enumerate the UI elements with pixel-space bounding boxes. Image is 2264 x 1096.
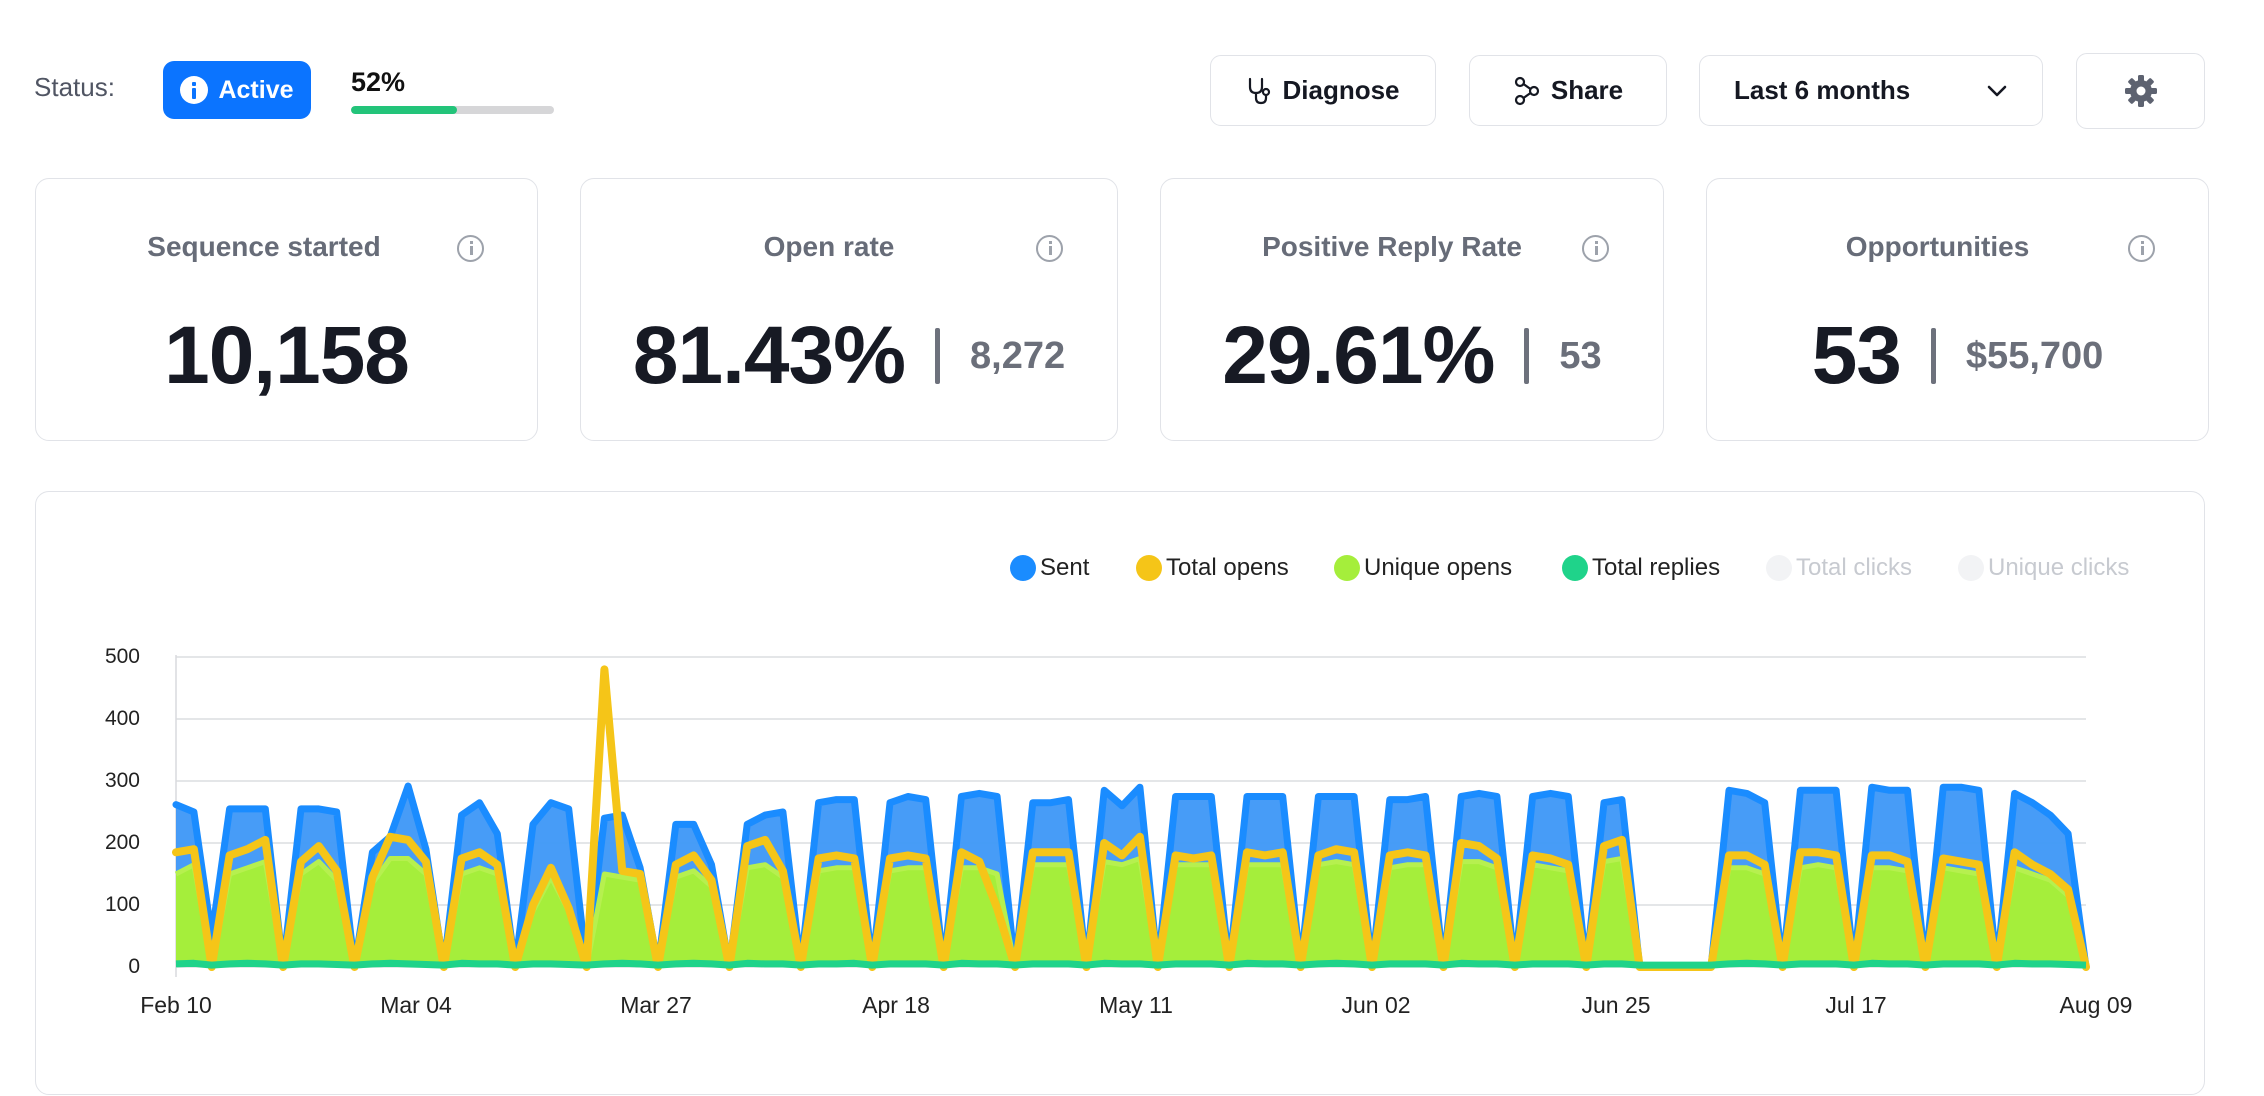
legend-label: Total opens	[1166, 554, 1289, 581]
legend-item-total-clicks[interactable]: Total clicks	[1766, 554, 1912, 582]
stat-title: Sequence started	[147, 231, 381, 262]
y-tick-label: 500	[104, 645, 140, 668]
legend-dot	[1958, 555, 1984, 581]
legend-label: Unique clicks	[1988, 554, 2130, 581]
stethoscope-icon	[1246, 76, 1272, 106]
progress-percent: 52%	[351, 67, 406, 97]
stat-card-positive-reply-rate: Positive Reply Rate 29.61% 53	[1160, 178, 1664, 441]
date-range-label: Last 6 months	[1734, 75, 1911, 105]
chart-card	[35, 491, 2205, 1095]
series-total-replies-line	[175, 959, 2087, 969]
x-tick-label: Jun 25	[1581, 992, 1651, 1018]
progress-bar	[351, 106, 554, 114]
x-tick-label: Mar 27	[620, 992, 692, 1018]
series-total-opens-line	[172, 665, 2090, 971]
legend-item-total-opens[interactable]: Total opens	[1136, 554, 1289, 582]
chevron-down-icon	[1986, 84, 2008, 98]
x-tick-label: Mar 04	[380, 992, 452, 1018]
share-label: Share	[1550, 75, 1624, 105]
stat-value: 10,158	[164, 310, 410, 401]
share-button[interactable]: Share	[1469, 55, 1667, 126]
divider	[1930, 328, 1936, 384]
y-tick-label: 400	[104, 707, 140, 730]
stat-sub-value: 53	[1559, 334, 1602, 377]
info-icon[interactable]	[1036, 235, 1063, 262]
stat-value: 81.43%	[632, 310, 906, 401]
status-badge[interactable]: Active	[163, 61, 311, 119]
status-label: Status:	[34, 72, 115, 102]
legend-label: Total replies	[1592, 554, 1721, 581]
legend-label: Unique opens	[1364, 554, 1513, 581]
series-unique-opens-area	[176, 858, 2086, 967]
diagnose-label: Diagnose	[1282, 75, 1400, 105]
date-range-select[interactable]: Last 6 months	[1699, 55, 2043, 126]
legend-item-unique-clicks[interactable]: Unique clicks	[1958, 554, 2129, 582]
legend-dot	[1136, 555, 1162, 581]
stat-value: 53	[1811, 310, 1902, 401]
x-tick-label: Jun 02	[1341, 992, 1411, 1018]
legend-label: Sent	[1040, 554, 1090, 581]
legend-label: Total clicks	[1796, 554, 1913, 581]
share-icon	[1513, 76, 1541, 106]
legend-item-total-replies[interactable]: Total replies	[1562, 554, 1720, 582]
x-tick-label: Feb 10	[140, 992, 212, 1018]
stat-title: Open rate	[763, 231, 895, 262]
progress-fill	[351, 106, 457, 114]
divider	[935, 328, 941, 384]
stat-card-opportunities: Opportunities 53 $55,700	[1706, 178, 2209, 441]
stat-sub-value: $55,700	[1965, 334, 2104, 377]
stat-card-open-rate: Open rate 81.43% 8,272	[580, 178, 1118, 441]
legend-item-sent[interactable]: Sent	[1010, 554, 1089, 582]
diagnose-button[interactable]: Diagnose	[1210, 55, 1436, 126]
info-icon[interactable]	[1582, 235, 1609, 262]
x-tick-label: Aug 09	[2059, 992, 2133, 1018]
y-tick-label: 100	[104, 893, 140, 916]
series-sent-line	[172, 782, 2090, 971]
stat-title: Positive Reply Rate	[1262, 231, 1522, 262]
y-tick-label: 200	[104, 831, 140, 854]
x-tick-label: Jul 17	[1825, 992, 1887, 1018]
legend-dot	[1010, 555, 1036, 581]
info-icon[interactable]	[457, 235, 484, 262]
gear-icon	[2123, 73, 2159, 109]
stat-value: 29.61%	[1222, 310, 1495, 401]
stat-sub-value: 8,272	[970, 334, 1066, 377]
y-tick-label: 300	[104, 769, 140, 792]
legend-dot	[1562, 555, 1588, 581]
stat-title: Opportunities	[1845, 231, 2030, 262]
legend-dot	[1766, 555, 1792, 581]
status-value: Active	[218, 75, 294, 104]
x-tick-label: May 11	[1099, 992, 1173, 1018]
info-icon	[180, 76, 209, 104]
y-tick-label: 0	[128, 955, 140, 978]
divider	[1524, 328, 1530, 384]
legend-item-unique-opens[interactable]: Unique opens	[1334, 554, 1512, 582]
legend-dot	[1334, 555, 1360, 581]
stat-card-sequence-started: Sequence started 10,158	[35, 178, 538, 441]
info-icon[interactable]	[2128, 235, 2155, 262]
settings-button[interactable]	[2076, 53, 2205, 129]
x-tick-label: Apr 18	[862, 992, 930, 1018]
